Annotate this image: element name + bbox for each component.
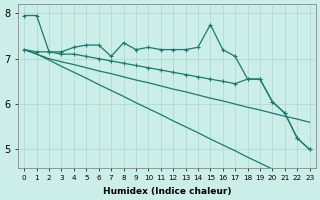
X-axis label: Humidex (Indice chaleur): Humidex (Indice chaleur) xyxy=(103,187,231,196)
